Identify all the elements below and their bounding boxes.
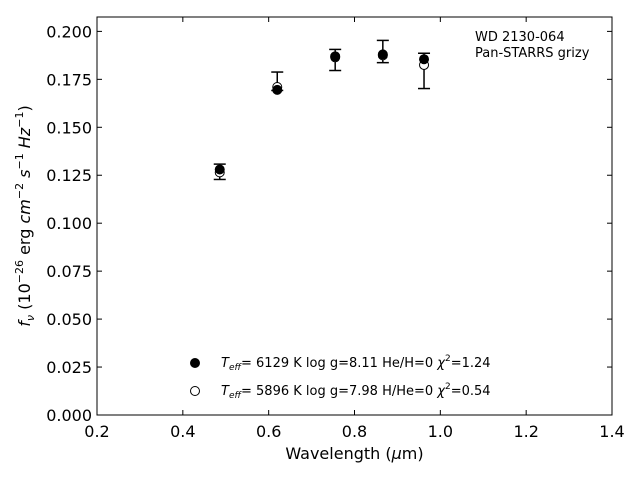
- legend-marker-open: [190, 386, 200, 396]
- legend-label-open: Teff= 5896 K log g=7.98 H/He=0 χ2=0.54: [221, 382, 491, 401]
- point-filled: [419, 54, 430, 65]
- point-filled: [377, 49, 388, 60]
- y-axis-label: fν (10−26 erg cm−2 s−1 Hz−1): [13, 105, 37, 326]
- x-tick-label: 1.0: [428, 422, 453, 441]
- x-tick-label: 1.2: [513, 422, 538, 441]
- legend-marker-filled: [190, 358, 200, 368]
- y-tick-label: 0.075: [46, 262, 92, 281]
- data-points: [214, 49, 430, 178]
- legend: Teff= 6129 K log g=8.11 He/H=0 χ2=1.24 T…: [190, 354, 491, 401]
- x-tick-label: 0.4: [170, 422, 195, 441]
- x-axis: 0.2 0.4 0.6 0.8 1.0 1.2 1.4: [84, 17, 625, 441]
- x-tick-label: 1.4: [599, 422, 624, 441]
- y-tick-label: 0.025: [46, 358, 92, 377]
- y-tick-label: 0.150: [46, 118, 92, 137]
- point-filled: [330, 51, 341, 62]
- y-tick-label: 0.100: [46, 214, 92, 233]
- x-tick-label: 0.2: [84, 422, 109, 441]
- point-filled: [214, 164, 225, 175]
- y-tick-label: 0.000: [46, 406, 92, 425]
- point-filled: [272, 84, 283, 95]
- error-bars: [213, 39, 431, 181]
- x-tick-label: 0.6: [256, 422, 281, 441]
- annotation-star-name: WD 2130-064: [475, 30, 565, 45]
- x-tick-label: 0.8: [342, 422, 367, 441]
- y-tick-label: 0.175: [46, 70, 92, 89]
- y-tick-label: 0.050: [46, 310, 92, 329]
- y-tick-label: 0.125: [46, 166, 92, 185]
- y-tick-label: 0.200: [46, 22, 92, 41]
- y-axis: 0.000 0.025 0.050 0.075 0.100 0.125 0.150 0.175…: [46, 22, 612, 425]
- legend-label-filled: Teff= 6129 K log g=8.11 He/H=0 χ2=1.24: [221, 354, 491, 373]
- annotation-survey: Pan-STARRS grizy: [475, 46, 590, 61]
- x-axis-label: Wavelength (μm): [285, 444, 423, 463]
